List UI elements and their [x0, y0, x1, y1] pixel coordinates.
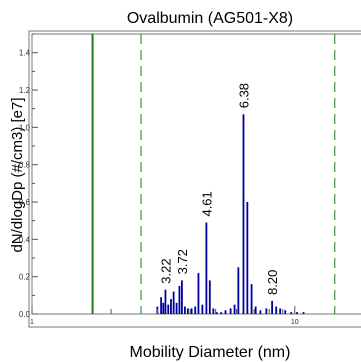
bar [275, 306, 278, 314]
y-tick-label: 0.6 [19, 198, 31, 207]
y-axis-label: dN/dlogDp (#/cm3) [e7] [9, 97, 26, 252]
plot-outer-frame [28, 30, 361, 328]
chart-title: Ovalbumin (AG501-X8) [127, 10, 293, 27]
bar [201, 304, 204, 314]
bar [237, 267, 240, 314]
bar [250, 284, 253, 314]
bar [184, 306, 186, 314]
y-tick-label: 0.8 [19, 161, 31, 170]
peak-label: 3.22 [158, 258, 173, 283]
bar-series [156, 114, 305, 315]
bar [259, 310, 262, 314]
peak-label: 3.72 [175, 249, 190, 274]
bar [284, 310, 287, 314]
bar [233, 304, 236, 314]
bar [190, 308, 193, 314]
bar [215, 312, 218, 314]
y-tick-label: 1.4 [19, 49, 31, 58]
bar [172, 291, 175, 314]
bar [279, 308, 282, 314]
bar [246, 202, 249, 314]
x-tick-label: 10 [291, 319, 299, 326]
x-axis-label: Mobility Diameter (nm) [130, 344, 291, 361]
bar [160, 297, 163, 314]
peak-labels: 3.22 3.72 4.61 6.38 8.20 [158, 83, 280, 295]
bar [186, 308, 189, 314]
bar [197, 272, 200, 314]
bar [194, 306, 197, 314]
bar [178, 286, 181, 314]
y-tick-label: 1.2 [19, 86, 31, 95]
bar [181, 280, 183, 314]
x-axis: 1 10 [30, 306, 299, 326]
bar [271, 300, 274, 314]
peak-label: 4.61 [199, 191, 214, 216]
bar [175, 302, 178, 314]
bar [208, 280, 211, 314]
peak-label: 6.38 [236, 83, 251, 108]
bar [229, 308, 232, 314]
bar [265, 308, 268, 314]
bar [242, 114, 245, 315]
x-tick-label: 1 [30, 319, 34, 326]
bar [254, 306, 257, 314]
bar [224, 310, 227, 314]
y-tick-label: 0.2 [19, 273, 31, 282]
bar [302, 312, 305, 314]
bar [162, 302, 165, 314]
y-tick-label: 0.4 [19, 235, 31, 244]
bar [205, 222, 208, 314]
bar [167, 304, 170, 314]
y-tick-label: 0.0 [19, 310, 31, 319]
bar [296, 312, 298, 314]
bar [220, 312, 223, 314]
bar [170, 299, 172, 314]
peak-label: 8.20 [265, 270, 280, 295]
bar [212, 308, 215, 314]
plot-area [31, 33, 361, 315]
bar [290, 312, 293, 314]
y-tick-label: 1.0 [19, 123, 31, 132]
y-axis: 0.0 0.2 0.4 0.6 0.8 1.0 1.2 1.4 [19, 33, 38, 319]
bar [164, 289, 167, 314]
marker-lines [91, 34, 336, 314]
